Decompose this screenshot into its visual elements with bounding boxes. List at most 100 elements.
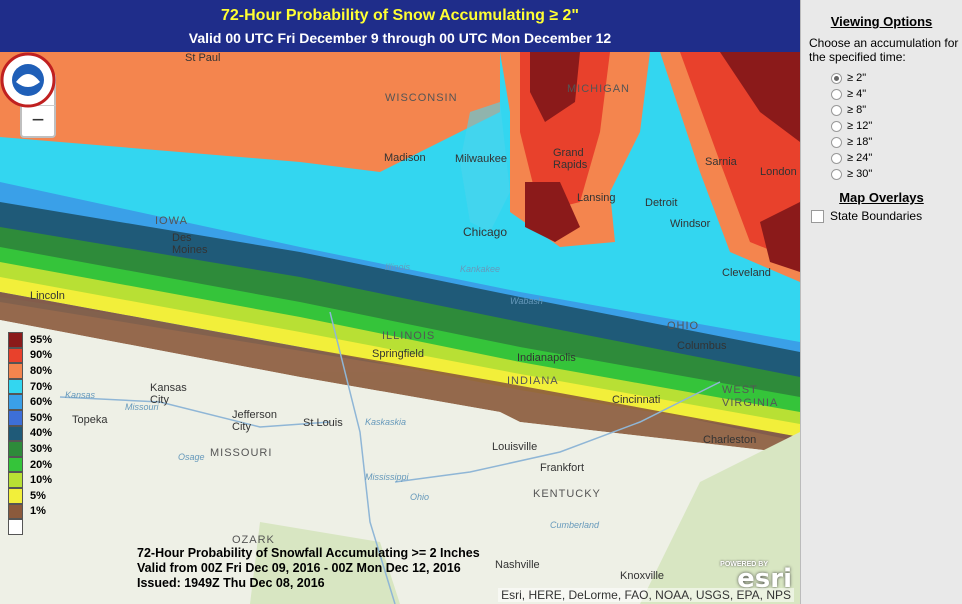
radio-icon[interactable] — [831, 104, 842, 116]
accumulation-option[interactable]: ≥ 8" — [831, 102, 962, 118]
legend-row: 10% — [8, 472, 58, 488]
state-boundaries-label: State Boundaries — [830, 209, 923, 223]
legend-row: 1% — [8, 503, 58, 520]
state-label: WISCONSIN — [385, 92, 458, 104]
city-label: Frankfort — [540, 462, 585, 474]
probability-map — [0, 52, 800, 604]
band-80-west — [0, 52, 500, 172]
viewing-options-title: Viewing Options — [830, 14, 933, 29]
map-overlays-title: Map Overlays — [839, 190, 924, 205]
radio-icon[interactable] — [831, 152, 842, 164]
city-label: Des Moines — [172, 232, 208, 256]
legend-swatch — [8, 363, 23, 379]
legend-row — [8, 519, 58, 535]
city-label: Madison — [384, 152, 426, 164]
viewing-options-description: Choose an accumulation for the specified… — [809, 36, 959, 64]
zoom-out-button[interactable]: − — [20, 105, 56, 138]
legend-swatch — [8, 409, 23, 426]
city-label: Columbus — [677, 340, 727, 352]
legend-swatch — [8, 378, 23, 395]
city-label: Sarnia — [705, 156, 737, 168]
ohio-river — [394, 381, 721, 483]
river-label: Kankakee — [460, 264, 501, 274]
river-label: Osage — [178, 452, 205, 462]
accumulation-option-label: ≥ 4" — [847, 88, 867, 100]
checkbox-icon[interactable] — [811, 209, 824, 223]
band-95-south — [525, 182, 580, 242]
accumulation-option[interactable]: ≥ 12" — [831, 118, 962, 134]
legend-label: 1% — [30, 505, 46, 518]
legend-swatch — [8, 425, 23, 442]
radio-icon[interactable] — [831, 120, 842, 132]
legend-row: 40% — [8, 425, 58, 442]
band-40 — [0, 202, 800, 382]
mississippi-river — [329, 311, 396, 604]
accumulation-option[interactable]: ≥ 2" — [831, 70, 962, 86]
legend-label: 10% — [30, 474, 53, 487]
state-boundaries-toggle[interactable]: State Boundaries — [811, 209, 962, 223]
river-label: Wabash — [510, 296, 543, 306]
river-label: Ohio — [410, 492, 430, 502]
map-title: 72-Hour Probability of Snow Accumulating… — [220, 7, 580, 24]
accumulation-option[interactable]: ≥ 24" — [831, 150, 962, 166]
city-label: Louisville — [492, 441, 538, 453]
legend-swatch — [8, 456, 23, 473]
accumulation-option[interactable]: ≥ 4" — [831, 86, 962, 102]
legend-swatch — [8, 487, 23, 504]
band-20 — [0, 247, 800, 417]
legend-swatch — [8, 441, 23, 457]
city-label: Springfield — [372, 348, 424, 360]
ozark-terrain — [250, 522, 400, 604]
accumulation-option-label: ≥ 2" — [847, 72, 867, 84]
legend-row: 60% — [8, 394, 58, 410]
lake-michigan — [460, 102, 510, 232]
legend-swatch — [8, 347, 23, 364]
legend-row: 80% — [8, 363, 58, 379]
radio-icon[interactable] — [831, 168, 842, 180]
map-attribution: Esri, HERE, DeLorme, FAO, NOAA, USGS, EP… — [498, 588, 794, 602]
state-label: OHIO — [667, 320, 700, 332]
state-label: IOWA — [155, 215, 188, 227]
powered-by-label: POWERED BY — [720, 561, 768, 568]
info-line-1: 72-Hour Probability of Snowfall Accumula… — [137, 546, 480, 560]
band-30 — [0, 227, 800, 402]
city-label: Indianapolis — [517, 352, 576, 364]
city-label: Lincoln — [30, 290, 65, 302]
legend-row: 20% — [8, 456, 58, 473]
city-label: Nashville — [495, 559, 540, 571]
river-label: Missouri — [125, 402, 159, 412]
band-5 — [0, 277, 800, 437]
state-label: MICHIGAN — [567, 83, 630, 95]
legend-label: 30% — [30, 442, 53, 455]
river-label: Illinois — [385, 262, 411, 272]
map-canvas[interactable]: St Paul Madison Milwaukee Grand Rapids L… — [0, 52, 800, 604]
legend-label: 60% — [30, 396, 53, 409]
legend-label: 5% — [30, 489, 46, 502]
accumulation-option[interactable]: ≥ 30" — [831, 166, 962, 182]
accumulation-option[interactable]: ≥ 18" — [831, 134, 962, 150]
info-line-3: Issued: 1949Z Thu Dec 08, 2016 — [137, 576, 325, 590]
band-10 — [0, 262, 800, 427]
city-label: Windsor — [670, 218, 711, 230]
radio-icon[interactable] — [831, 88, 842, 100]
state-label: MISSOURI — [210, 447, 273, 459]
radio-icon[interactable] — [831, 72, 842, 84]
city-label: Topeka — [72, 414, 108, 426]
city-label: Jefferson City — [232, 409, 278, 433]
legend-swatch — [8, 472, 23, 488]
band-1 — [0, 292, 800, 457]
radio-icon[interactable] — [831, 136, 842, 148]
city-label: Cleveland — [722, 267, 771, 279]
accumulation-option-label: ≥ 18" — [847, 136, 873, 148]
legend-row: 95% — [8, 332, 58, 348]
city-label: St Louis — [303, 417, 343, 429]
missouri-river — [59, 396, 331, 428]
legend-row: 50% — [8, 409, 58, 426]
accumulation-radio-group: ≥ 2" ≥ 4" ≥ 8" ≥ 12" ≥ 18" ≥ 24" ≥ 30" — [801, 70, 962, 182]
river-label: Kaskaskia — [365, 417, 407, 427]
accumulation-option-label: ≥ 30" — [847, 168, 873, 180]
legend-label: 90% — [30, 349, 53, 362]
city-label: St Paul — [185, 52, 221, 64]
accumulation-option-label: ≥ 8" — [847, 104, 867, 116]
map-header: 72-Hour Probability of Snow Accumulating… — [0, 0, 800, 52]
